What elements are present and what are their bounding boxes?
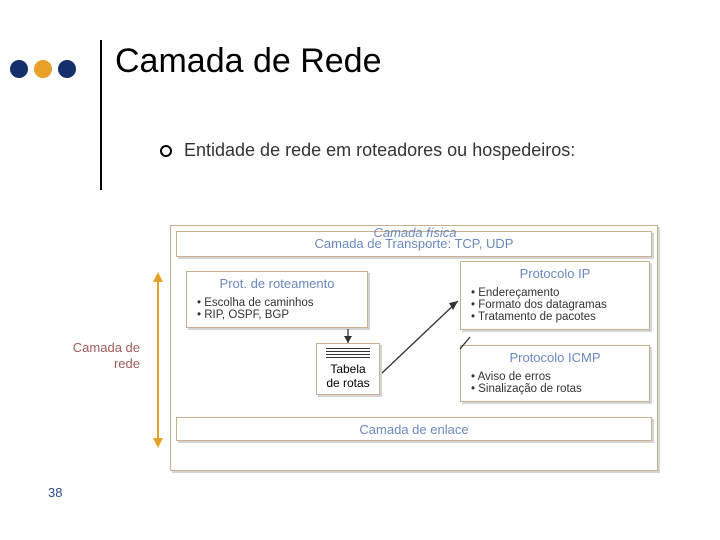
icmp-item: Sinalização de rotas bbox=[471, 383, 639, 395]
side-label: Camada de rede bbox=[50, 340, 140, 371]
body-text: Entidade de rede em roteadores ou hosped… bbox=[184, 140, 575, 161]
routing-table-box: Tabela de rotas bbox=[316, 343, 380, 395]
title-bullets bbox=[10, 60, 76, 78]
bullet-dot bbox=[34, 60, 52, 78]
tabela-line1: Tabela bbox=[323, 362, 373, 376]
table-rows-icon bbox=[323, 348, 373, 358]
ip-item: Formato dos datagramas bbox=[471, 299, 639, 311]
ring-bullet-icon bbox=[160, 145, 172, 157]
page-title: Camada de Rede bbox=[115, 42, 382, 81]
physical-layer-label: Camada física bbox=[170, 225, 660, 240]
ip-box: Protocolo IP Endereçamento Formato dos d… bbox=[460, 261, 650, 330]
page-number: 38 bbox=[48, 485, 62, 500]
routing-title: Prot. de roteamento bbox=[187, 272, 367, 295]
double-arrow-icon bbox=[150, 270, 166, 450]
link-layer-box: Camada de enlace bbox=[176, 417, 652, 441]
link-layer-label: Camada de enlace bbox=[177, 418, 651, 441]
ip-item: Endereçamento bbox=[471, 287, 639, 299]
bullet-dot bbox=[58, 60, 76, 78]
tabela-line2: de rotas bbox=[323, 376, 373, 390]
routing-item: Escolha de caminhos bbox=[197, 297, 357, 309]
ip-title: Protocolo IP bbox=[461, 262, 649, 285]
body-bullet-row: Entidade de rede em roteadores ou hosped… bbox=[160, 140, 660, 161]
icmp-item: Aviso de erros bbox=[471, 371, 639, 383]
routing-box: Prot. de roteamento Escolha de caminhos … bbox=[186, 271, 368, 328]
bullet-dot bbox=[10, 60, 28, 78]
icmp-box: Protocolo ICMP Aviso de erros Sinalizaçã… bbox=[460, 345, 650, 402]
icmp-title: Protocolo ICMP bbox=[461, 346, 649, 369]
ip-item: Tratamento de pacotes bbox=[471, 311, 639, 323]
routing-item: RIP, OSPF, BGP bbox=[197, 309, 357, 321]
title-divider bbox=[100, 40, 102, 190]
network-layer-diagram: Camada de Transporte: TCP, UDP Prot. de … bbox=[170, 225, 660, 473]
